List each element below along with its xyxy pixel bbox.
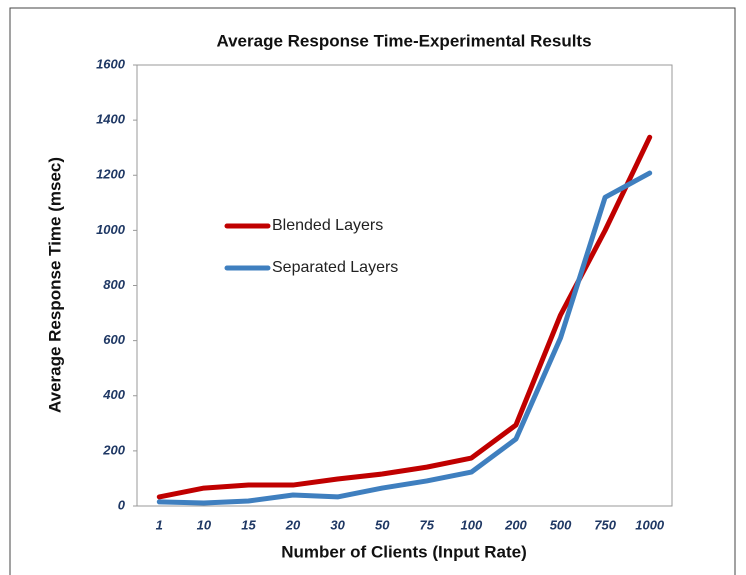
x-tick-label: 1	[156, 517, 163, 532]
x-tick-label: 1000	[635, 517, 665, 532]
series-line	[156, 170, 653, 506]
y-tick-label: 1600	[96, 56, 126, 71]
x-tick-label: 20	[285, 517, 301, 532]
x-tick-label: 75	[420, 517, 435, 532]
x-tick-label: 750	[594, 517, 616, 532]
x-tick-label: 10	[197, 517, 212, 532]
series-line	[156, 134, 653, 500]
x-tick-label: 200	[504, 517, 527, 532]
y-tick-label: 1000	[96, 222, 126, 237]
x-tick-label: 500	[550, 517, 572, 532]
legend-label: Blended Layers	[272, 217, 383, 234]
x-tick-label: 50	[375, 517, 390, 532]
y-tick-label: 600	[103, 332, 125, 347]
x-tick-label: 30	[330, 517, 345, 532]
y-tick-label: 400	[102, 387, 125, 402]
chart-title: Average Response Time-Experimental Resul…	[216, 31, 591, 50]
x-tick-label: 15	[241, 517, 256, 532]
frame	[9, 7, 736, 575]
y-tick-label: 0	[118, 497, 126, 512]
y-tick-label: 200	[102, 442, 125, 457]
y-tick-label: 1200	[96, 167, 126, 182]
y-axis-title: Average Response Time (msec)	[45, 157, 64, 413]
y-tick-label: 1400	[96, 112, 126, 127]
legend-label: Separated Layers	[272, 259, 398, 276]
y-tick-label: 800	[103, 277, 125, 292]
x-tick-label: 100	[461, 517, 483, 532]
x-axis-title: Number of Clients (Input Rate)	[281, 542, 527, 561]
